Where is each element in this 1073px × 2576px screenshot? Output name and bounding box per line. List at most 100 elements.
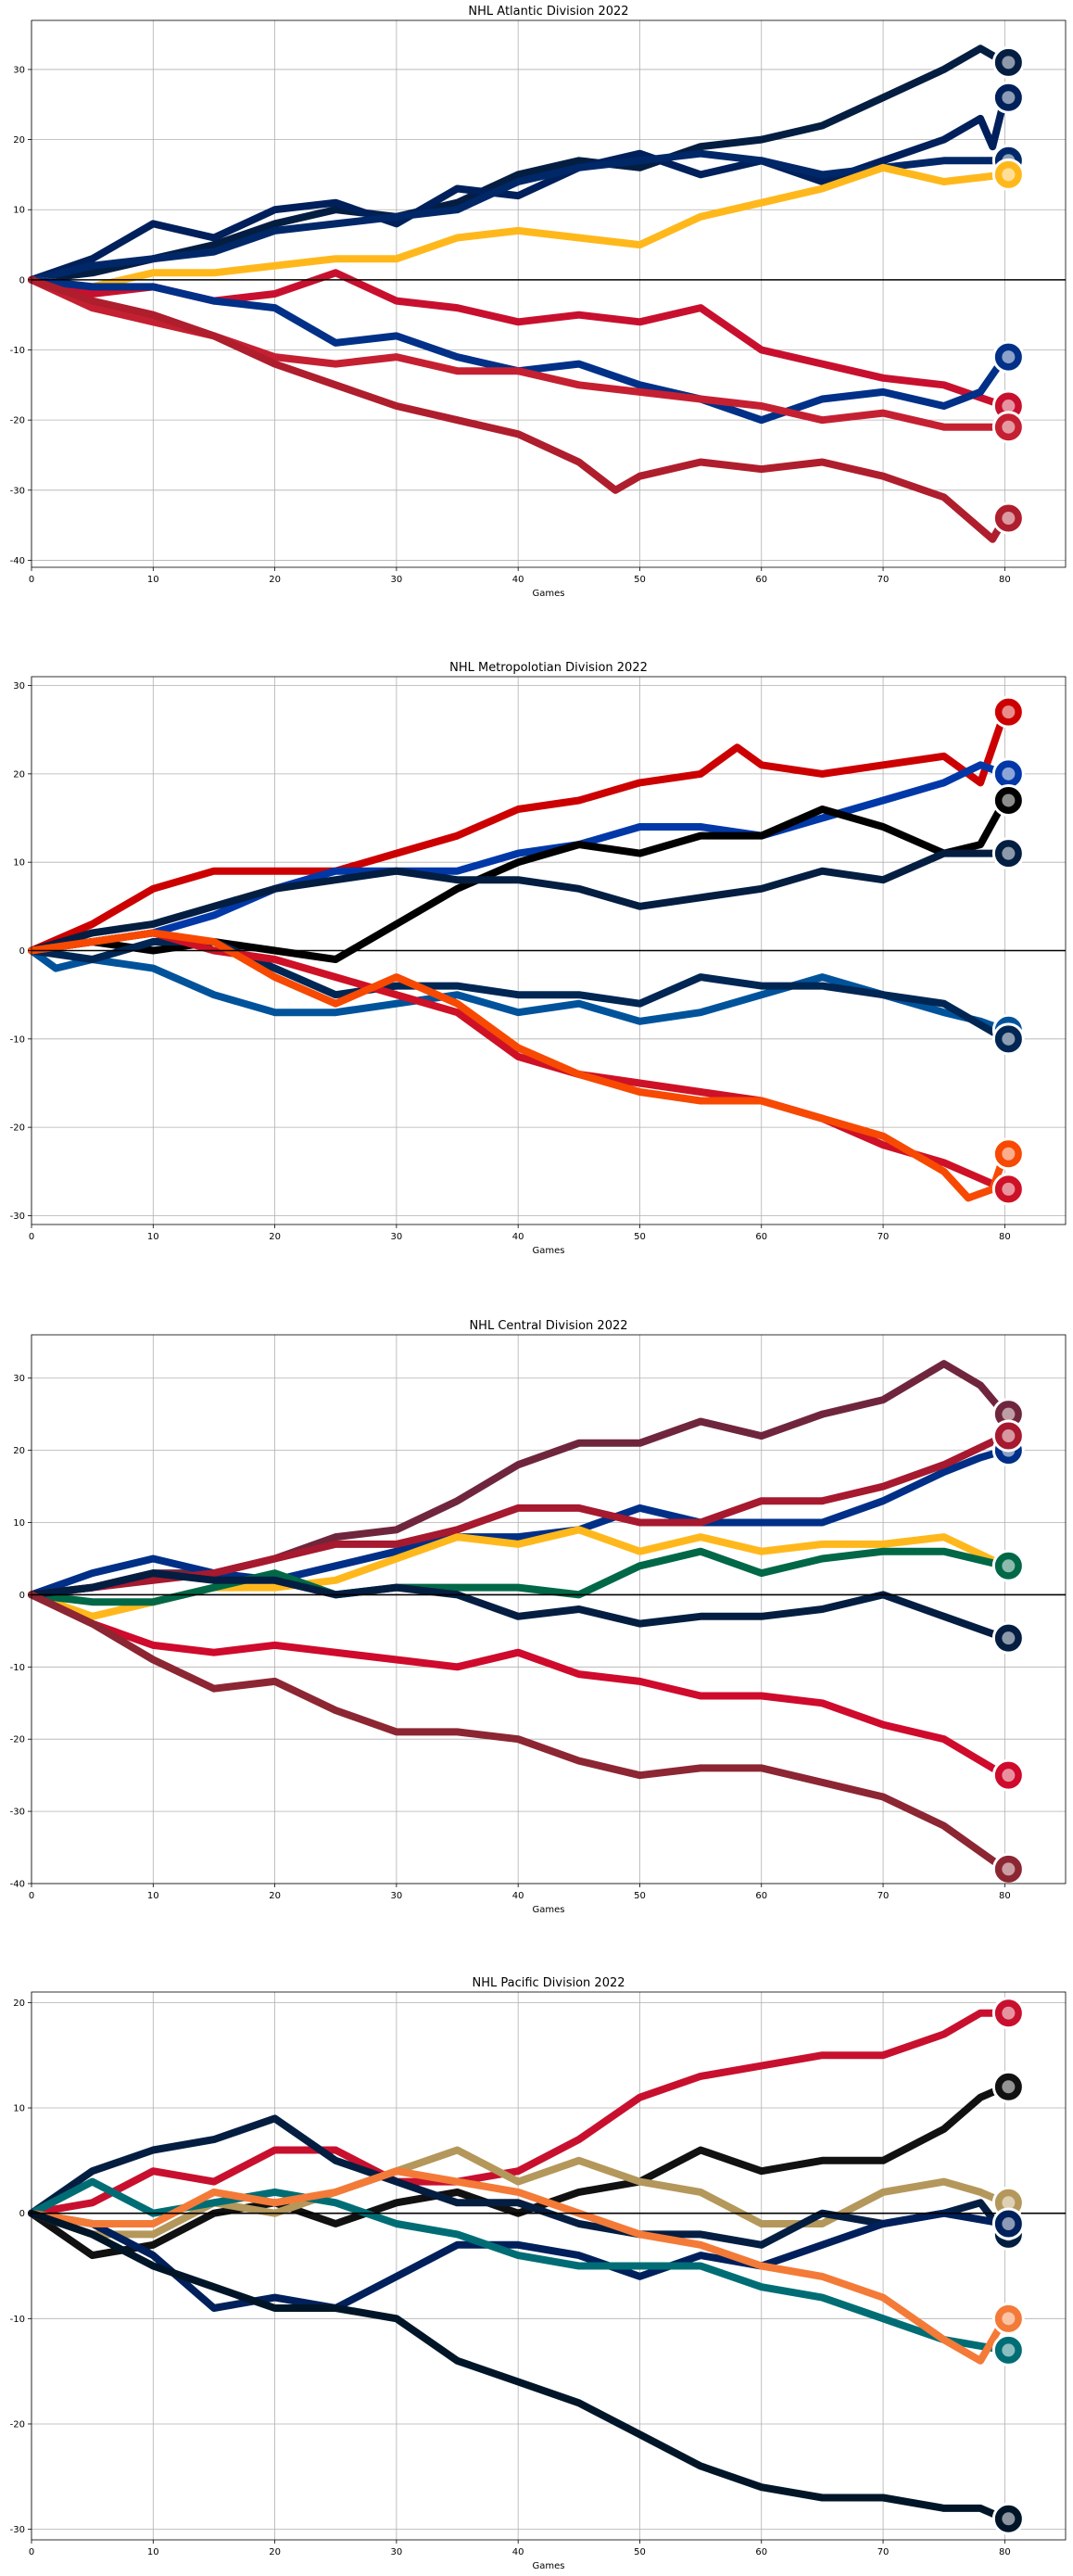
x-tick-label: 50 [634, 1232, 646, 1242]
x-tick-label: 30 [391, 2547, 403, 2557]
ducks-logo [991, 2302, 1025, 2335]
x-tick-label: 30 [391, 575, 403, 585]
x-tick-label: 50 [634, 1891, 646, 1901]
y-tick-label: -30 [10, 1808, 25, 1818]
kraken-logo [991, 2502, 1025, 2535]
series-line-1 [28, 708, 1009, 955]
chart-panel-1: 0 10 20 30 40 50 60 70 80 -40 -30 -20 -10 0 10 20 30 NHL … [10, 5, 1067, 599]
x-tick-label: 10 [147, 575, 159, 585]
y-tick-label: 30 [13, 65, 25, 75]
flyers-logo [991, 1137, 1025, 1171]
x-tick-label: 70 [877, 575, 890, 585]
coyotes-logo [991, 1852, 1025, 1885]
x-tick-label: 20 [269, 1232, 281, 1242]
x-tick-label: 50 [634, 2547, 646, 2557]
y-tick-label: 20 [13, 1999, 25, 2009]
series-line-1 [28, 2009, 1009, 2217]
y-tick-label: -10 [10, 1034, 25, 1045]
series-line-3 [28, 149, 1009, 284]
x-tick-label: 0 [29, 2547, 34, 2557]
y-tick-label: -10 [10, 2315, 25, 2325]
penguins-logo [991, 783, 1025, 817]
y-tick-label: -40 [10, 1880, 25, 1890]
series-line-8 [28, 929, 1009, 1202]
devils-logo [991, 1173, 1025, 1206]
panthers-logo [991, 45, 1025, 79]
x-tick-label: 80 [999, 1891, 1011, 1901]
y-tick-label: 20 [13, 769, 25, 780]
chart-title: NHL Pacific Division 2022 [472, 1976, 625, 1990]
series-line-2 [28, 761, 1009, 955]
x-tick-label: 40 [512, 575, 524, 585]
y-tick-label: -20 [10, 2419, 25, 2430]
x-tick-label: 40 [512, 2547, 524, 2557]
y-tick-label: -20 [10, 416, 25, 426]
jets-logo [991, 1621, 1025, 1655]
y-tick-label: -10 [10, 1663, 25, 1673]
y-tick-label: 0 [19, 2209, 25, 2219]
x-tick-label: 0 [29, 575, 34, 585]
series-line-8 [28, 2209, 1009, 2523]
x-tick-label: 10 [147, 1891, 159, 1901]
y-tick-label: 0 [19, 946, 25, 957]
series-line-6 [28, 275, 1009, 425]
x-tick-label: 60 [755, 1232, 767, 1242]
bruins-logo [991, 158, 1025, 191]
y-tick-label: -20 [10, 1123, 25, 1134]
series-line-5 [28, 2209, 1009, 2312]
chart-title: NHL Metropolotian Division 2022 [449, 661, 648, 675]
chart-panel-4: 0 10 20 30 40 50 60 70 80 -30 -20 -10 0 10 20 NHL Pacif… [10, 1976, 1067, 2571]
y-tick-label: 10 [13, 1518, 25, 1529]
y-tick-label: -30 [10, 1212, 25, 1222]
axes-frame [31, 19, 1067, 568]
sabres-logo [991, 340, 1025, 374]
series-line-4 [28, 163, 1009, 291]
x-tick-label: 20 [269, 1891, 281, 1901]
x-tick-label: 80 [999, 2547, 1011, 2557]
x-tick-label: 50 [634, 575, 646, 585]
x-tick-label: 80 [999, 1232, 1011, 1242]
x-tick-label: 60 [755, 2547, 767, 2557]
blue-jackets-logo [991, 1022, 1025, 1056]
y-tick-label: 30 [13, 1374, 25, 1384]
series-line-7 [28, 1591, 1009, 1780]
blackhawks-logo [991, 1758, 1025, 1792]
chart-title: NHL Atlantic Division 2022 [468, 5, 628, 19]
x-tick-label: 10 [147, 2547, 159, 2557]
x-tick-label: 0 [29, 1232, 34, 1242]
x-axis-label: Games [533, 589, 565, 599]
hurricanes-logo [991, 695, 1025, 729]
series-line-8 [28, 275, 1009, 543]
capitals-logo [991, 837, 1025, 870]
series-line-1 [28, 44, 1009, 284]
x-tick-label: 70 [877, 2547, 890, 2557]
maple-leafs-logo [991, 81, 1025, 114]
flames-logo [991, 1997, 1025, 2030]
chart-panel-3: 0 10 20 30 40 50 60 70 80 -40 -30 -20 -10 0 10 20 30 NHL … [10, 1319, 1067, 1915]
canadiens-logo [991, 501, 1025, 535]
x-tick-label: 70 [877, 1891, 890, 1901]
x-axis-label: Games [533, 2561, 565, 2571]
y-tick-label: 10 [13, 206, 25, 216]
y-tick-label: -30 [10, 2525, 25, 2535]
x-tick-label: 30 [391, 1891, 403, 1901]
y-tick-label: 20 [13, 1446, 25, 1456]
series-line-4 [28, 849, 1009, 955]
y-tick-label: 0 [19, 275, 25, 286]
x-tick-label: 40 [512, 1891, 524, 1901]
y-tick-label: -10 [10, 346, 25, 356]
series-line-7 [28, 2167, 1009, 2365]
x-axis-label: Games [533, 1246, 565, 1256]
y-tick-label: 30 [13, 681, 25, 692]
y-tick-label: -30 [10, 486, 25, 496]
series-line-6 [28, 1569, 1009, 1643]
senators-logo [991, 411, 1025, 444]
x-tick-label: 10 [147, 1232, 159, 1242]
chart-panel-2: 0 10 20 30 40 50 60 70 80 -30 -20 -10 0 10 20 30 NHL Met… [10, 661, 1067, 1256]
x-tick-label: 60 [755, 1891, 767, 1901]
x-tick-label: 0 [29, 1891, 34, 1901]
x-tick-label: 60 [755, 575, 767, 585]
canucks-logo [991, 2207, 1025, 2240]
x-tick-label: 70 [877, 1232, 890, 1242]
